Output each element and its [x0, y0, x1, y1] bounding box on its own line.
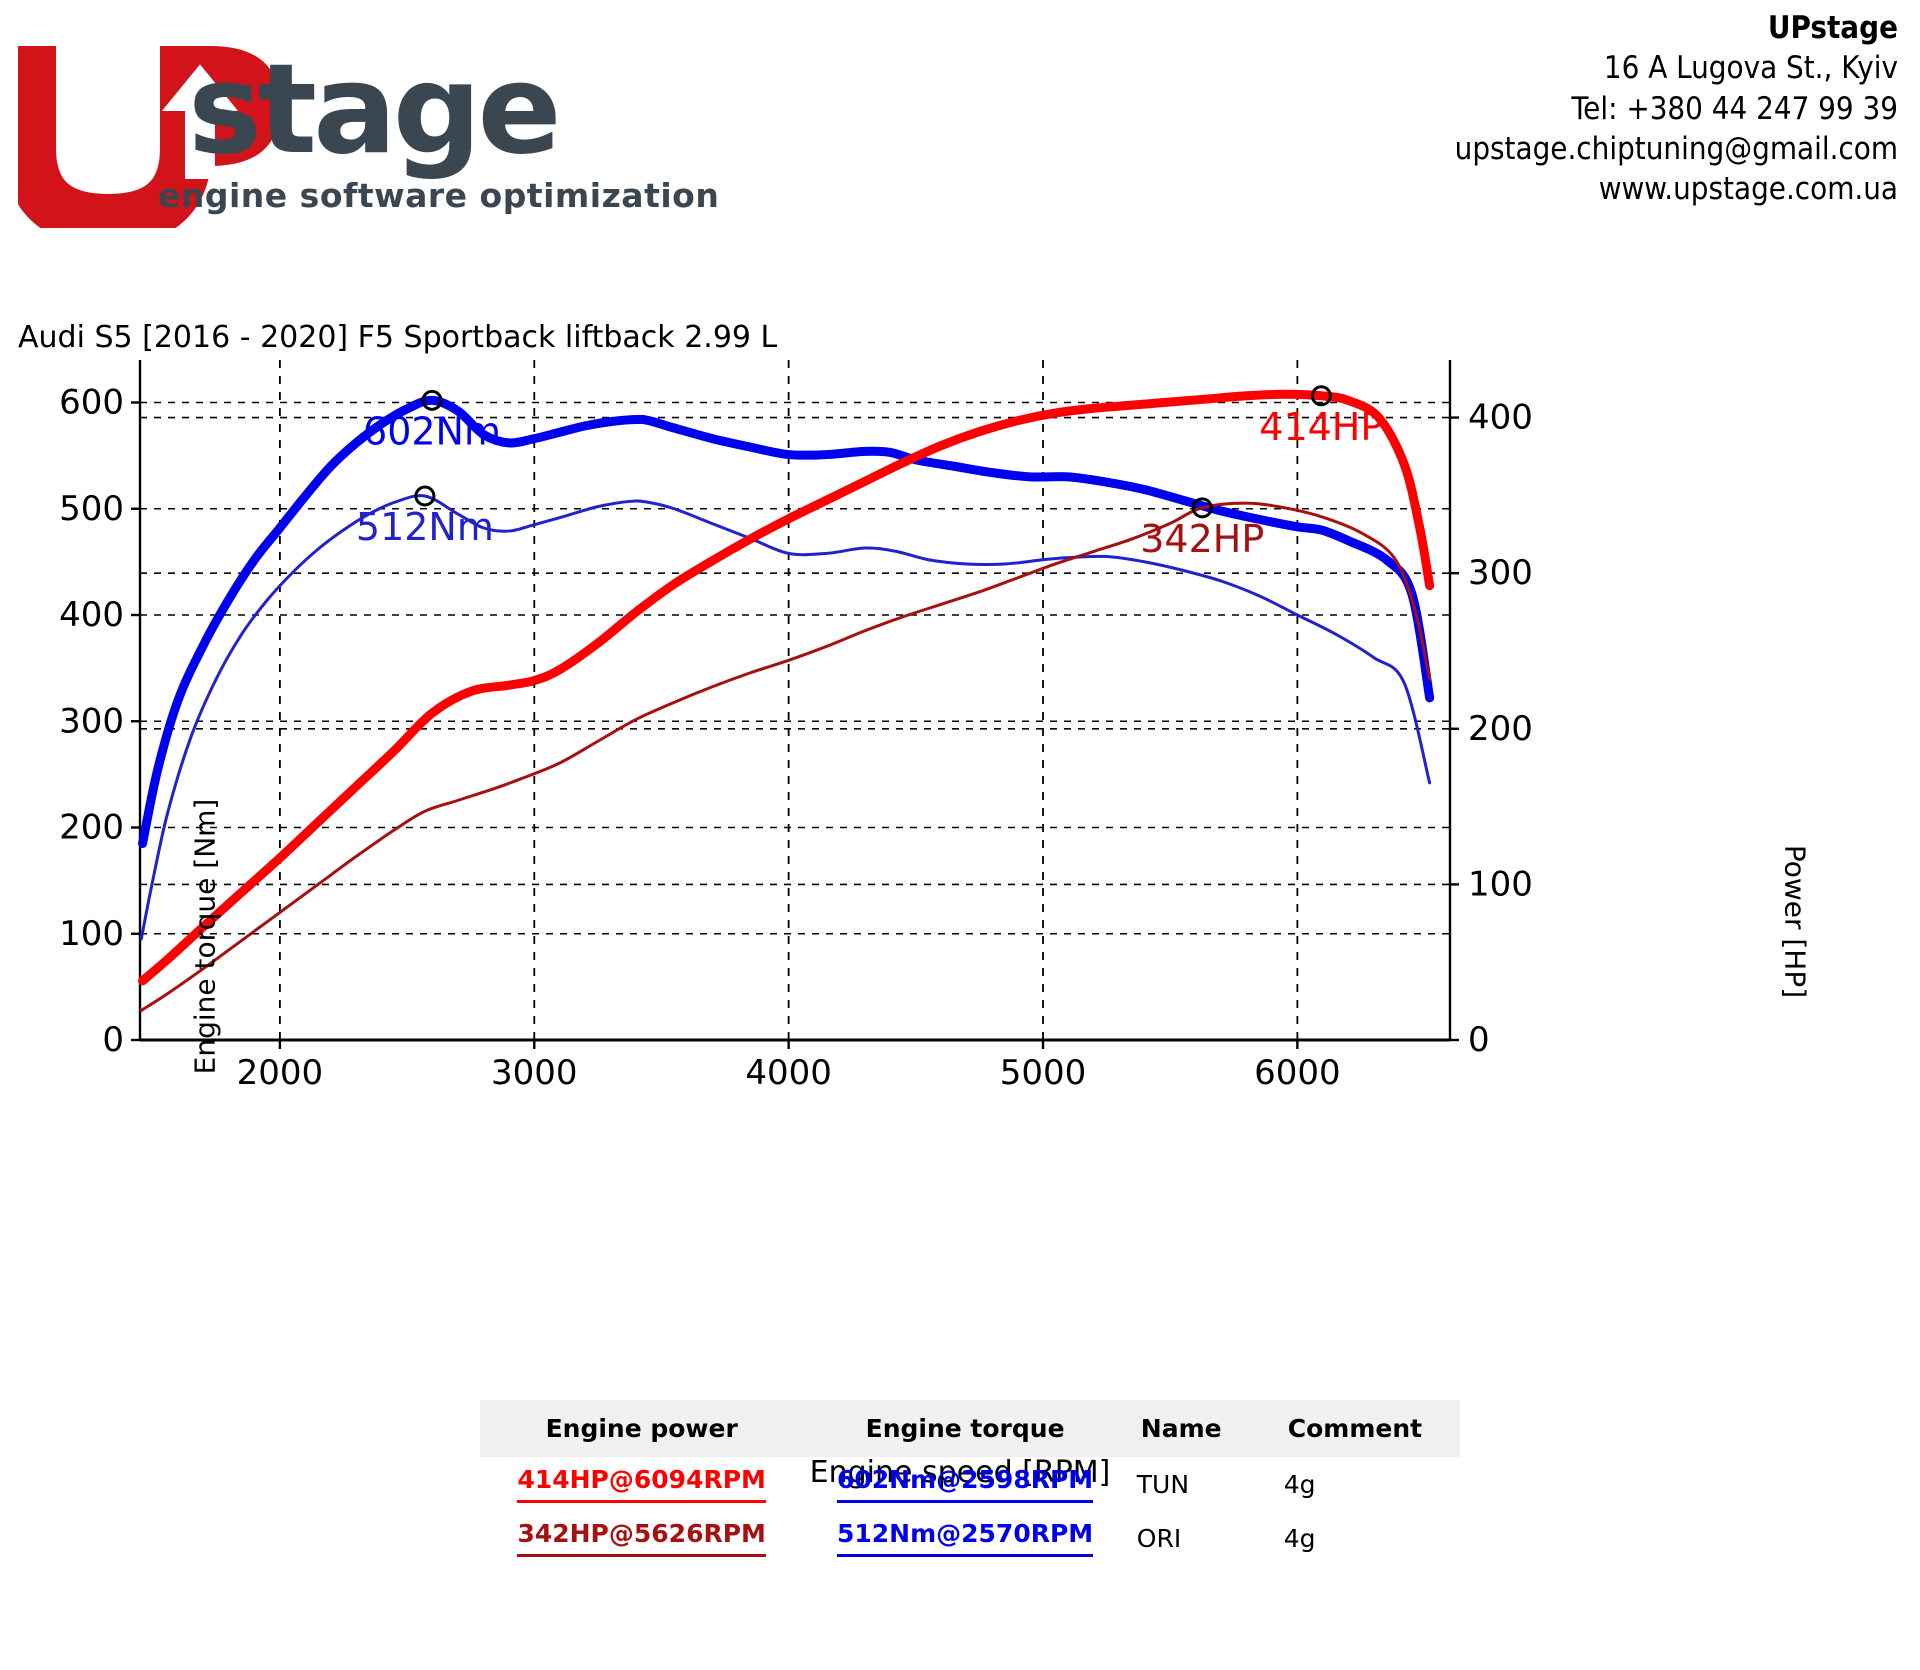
logo-wordmark: stage [188, 38, 562, 182]
col-name: Name [1126, 1400, 1274, 1457]
svg-text:414HP: 414HP [1259, 405, 1383, 449]
x-axis-label: Engine speed [RPM] [809, 1455, 1111, 1490]
col-comment: Comment [1273, 1400, 1460, 1457]
company-name: UPstage [1767, 10, 1898, 46]
svg-text:6000: 6000 [1254, 1053, 1341, 1093]
chart-title: Audi S5 [2016 - 2020] F5 Sportback liftb… [18, 320, 778, 355]
cell-torque-tun: 602Nm@2598RPM [803, 1457, 1126, 1511]
dyno-chart: 0 100 200 300 400 500 600 0 100 200 300 400 2000 3000… [0, 360, 1920, 1490]
summary-table: Engine power Engine torque Name Comment … [480, 1400, 1460, 1565]
svg-text:500: 500 [59, 489, 124, 529]
svg-text:0: 0 [1468, 1020, 1490, 1060]
svg-text:4000: 4000 [745, 1053, 832, 1093]
value-power-ori: 342HP@5626RPM [517, 1519, 766, 1557]
value-torque-tun: 602Nm@2598RPM [836, 1465, 1094, 1503]
upstage-logo: stage engine software optimization [18, 28, 719, 228]
cell-comment-ori: 4g [1283, 1523, 1316, 1553]
svg-text:5000: 5000 [1000, 1053, 1087, 1093]
cell-name-ori: ORI [1136, 1523, 1182, 1553]
svg-text:342HP: 342HP [1140, 517, 1264, 561]
summary-table-wrap: Engine power Engine torque Name Comment … [480, 1400, 1460, 1565]
company-email: upstage.chiptuning@gmail.com [1454, 130, 1898, 167]
table-header-row: Engine power Engine torque Name Comment [480, 1400, 1460, 1457]
page-header: stage engine software optimization UPsta… [0, 0, 1920, 240]
logo-mark-icon [18, 46, 280, 228]
cell-name-tun: TUN [1136, 1469, 1190, 1499]
company-website: www.upstage.com.ua [1598, 171, 1898, 208]
svg-text:100: 100 [1468, 864, 1533, 904]
company-address: 16 A Lugova St., Kyiv [1603, 50, 1898, 87]
svg-text:2000: 2000 [237, 1053, 324, 1093]
logo-tagline: engine software optimization [158, 176, 720, 215]
svg-text:100: 100 [59, 914, 124, 954]
contact-block: UPstage 16 A Lugova St., Kyiv Tel: +380 … [1455, 8, 1898, 209]
svg-text:200: 200 [1468, 709, 1533, 749]
cell-torque-ori: 512Nm@2570RPM [803, 1511, 1126, 1565]
svg-text:400: 400 [1468, 398, 1533, 438]
svg-text:200: 200 [59, 808, 124, 848]
svg-text:0: 0 [102, 1020, 124, 1060]
value-power-tun: 414HP@6094RPM [517, 1465, 766, 1503]
svg-text:3000: 3000 [491, 1053, 578, 1093]
company-phone: Tel: +380 44 247 99 39 [1571, 90, 1898, 127]
svg-text:300: 300 [59, 701, 124, 741]
cell-power-tun: 414HP@6094RPM [480, 1457, 803, 1511]
cell-comment-tun: 4g [1283, 1469, 1316, 1499]
col-engine-power: Engine power [480, 1400, 804, 1457]
svg-text:602Nm: 602Nm [363, 409, 501, 453]
col-engine-torque: Engine torque [803, 1400, 1127, 1457]
svg-text:300: 300 [1468, 553, 1533, 593]
svg-text:512Nm: 512Nm [356, 505, 494, 549]
y-axis-label-left: Engine torque [Nm] [188, 798, 222, 1075]
table-row: 342HP@5626RPM 512Nm@2570RPM ORI 4g [480, 1511, 1460, 1565]
svg-text:400: 400 [59, 595, 124, 635]
value-torque-ori: 512Nm@2570RPM [836, 1519, 1094, 1557]
table-row: 414HP@6094RPM 602Nm@2598RPM TUN 4g [480, 1457, 1460, 1511]
cell-power-ori: 342HP@5626RPM [480, 1511, 803, 1565]
svg-text:600: 600 [59, 383, 124, 423]
y-axis-label-right: Power [HP] [1778, 844, 1812, 999]
